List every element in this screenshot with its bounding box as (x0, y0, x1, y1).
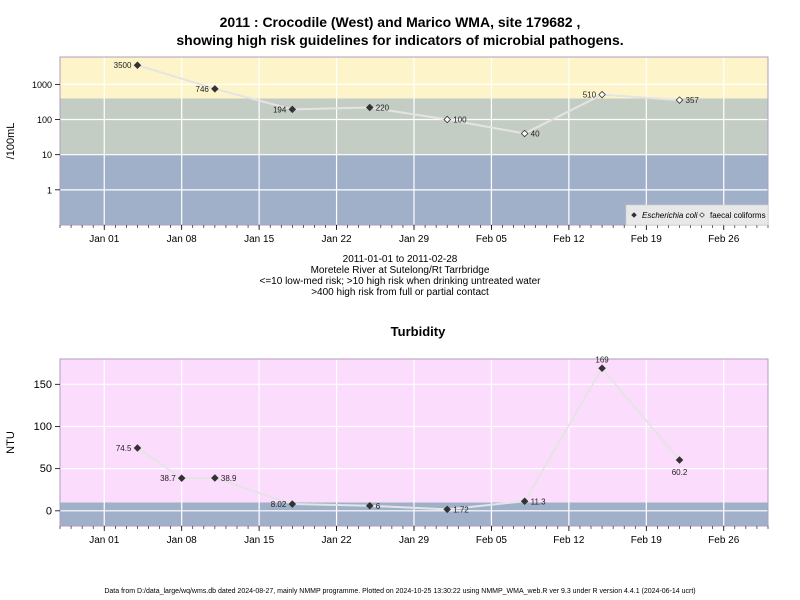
data-label: 194 (273, 105, 287, 114)
data-point (288, 105, 297, 114)
microbial-chart: Jan 01 Jan 08 Jan 15 Jan 22 Jan 29 Feb 05 Feb … (5, 56, 769, 245)
data-label: 100 (453, 116, 467, 125)
data-label: 38.7 (160, 474, 176, 483)
y-tick-label: 150 (34, 379, 52, 391)
data-label: 60.2 (672, 468, 688, 477)
y-axis-label: NTU (5, 431, 17, 454)
x-tick-label: Jan 08 (167, 535, 197, 546)
data-point (211, 474, 219, 482)
x-tick-label: Jan 01 (89, 234, 119, 245)
footer-note: Data from D:/data_large/wq/wms.db dated … (104, 588, 696, 595)
date-range-caption: 2011-01-01 to 2011-02-28 (342, 254, 458, 265)
panel-title: Turbidity (391, 324, 446, 339)
x-tick-label: Feb 26 (708, 535, 740, 546)
data-point (133, 444, 142, 452)
y-tick-label: 100 (37, 115, 52, 125)
legend-box (625, 204, 769, 226)
data-label: 6 (376, 502, 381, 511)
data-label: 357 (686, 96, 700, 105)
data-label: 220 (376, 103, 390, 112)
x-tick-label: Jan 01 (89, 535, 119, 546)
data-point (365, 103, 374, 112)
x-tick-label: Feb 19 (631, 234, 663, 245)
y-tick-label: 1 (47, 185, 52, 195)
data-point (598, 90, 606, 99)
data-label: 38.9 (221, 474, 237, 483)
data-label: 3500 (114, 61, 132, 70)
chart-title-line1: 2011 : Crocodile (West) and Marico WMA, … (219, 14, 581, 30)
y-tick-label: 50 (40, 463, 52, 475)
y-tick-label: 1000 (32, 80, 52, 90)
data-label: 11.3 (531, 497, 547, 506)
y-tick-label: 100 (34, 421, 52, 433)
data-label: 746 (196, 85, 210, 94)
risk-caption-2: >400 high risk from full or partial cont… (311, 287, 489, 298)
series-line (137, 64, 680, 135)
data-point (288, 500, 297, 508)
data-label: 8.02 (271, 500, 287, 509)
data-point (177, 474, 186, 482)
legend: Escherichia coli faecal coliforms (625, 204, 769, 226)
x-tick-label: Jan 29 (399, 535, 429, 546)
data-point (675, 96, 684, 104)
x-tick-label: Feb 19 (631, 535, 663, 546)
x-tick-label: Jan 08 (167, 234, 197, 245)
x-tick-label: Jan 22 (322, 234, 352, 245)
x-tick-label: Jan 15 (244, 234, 274, 245)
y-tick-label: 10 (42, 150, 52, 160)
x-tick-label: Jan 15 (244, 535, 274, 546)
risk-caption-1: <=10 low-med risk; >10 high risk when dr… (259, 276, 541, 287)
data-point (443, 115, 451, 124)
data-label: 40 (531, 130, 540, 139)
x-tick-label: Jan 29 (399, 234, 429, 245)
site-caption: Moretele River at Sutelong/Rt Tarrbridge (310, 265, 490, 276)
data-point (598, 364, 606, 373)
x-tick-label: Feb 05 (476, 535, 508, 546)
y-tick-label: 0 (46, 505, 52, 517)
data-point (443, 505, 451, 514)
y-axis-label: /100mL (5, 123, 17, 160)
data-point (365, 501, 374, 510)
data-label: 510 (583, 91, 597, 100)
x-tick-label: Feb 05 (476, 234, 508, 245)
data-label: 74.5 (116, 444, 132, 453)
data-label: 1.72 (453, 505, 469, 514)
data-point (520, 497, 529, 506)
chart-title-line2: showing high risk guidelines for indicat… (176, 32, 624, 48)
data-point (133, 61, 142, 69)
legend-label: Escherichia coli (642, 211, 698, 220)
x-tick-label: Feb 12 (553, 234, 585, 245)
data-label: 169 (595, 355, 609, 364)
x-tick-label: Feb 12 (553, 535, 585, 546)
data-point (675, 456, 684, 464)
legend-marker (699, 212, 705, 218)
legend-label: faecal coliforms (710, 211, 766, 220)
data-point (211, 85, 219, 93)
turbidity-chart: Jan 01 Jan 08 Jan 15 Jan 22 Jan 29 Feb 05 Feb … (5, 324, 769, 546)
legend-marker (631, 212, 637, 218)
x-tick-label: Jan 22 (322, 535, 352, 546)
data-point (520, 129, 529, 138)
x-tick-label: Feb 26 (708, 234, 740, 245)
